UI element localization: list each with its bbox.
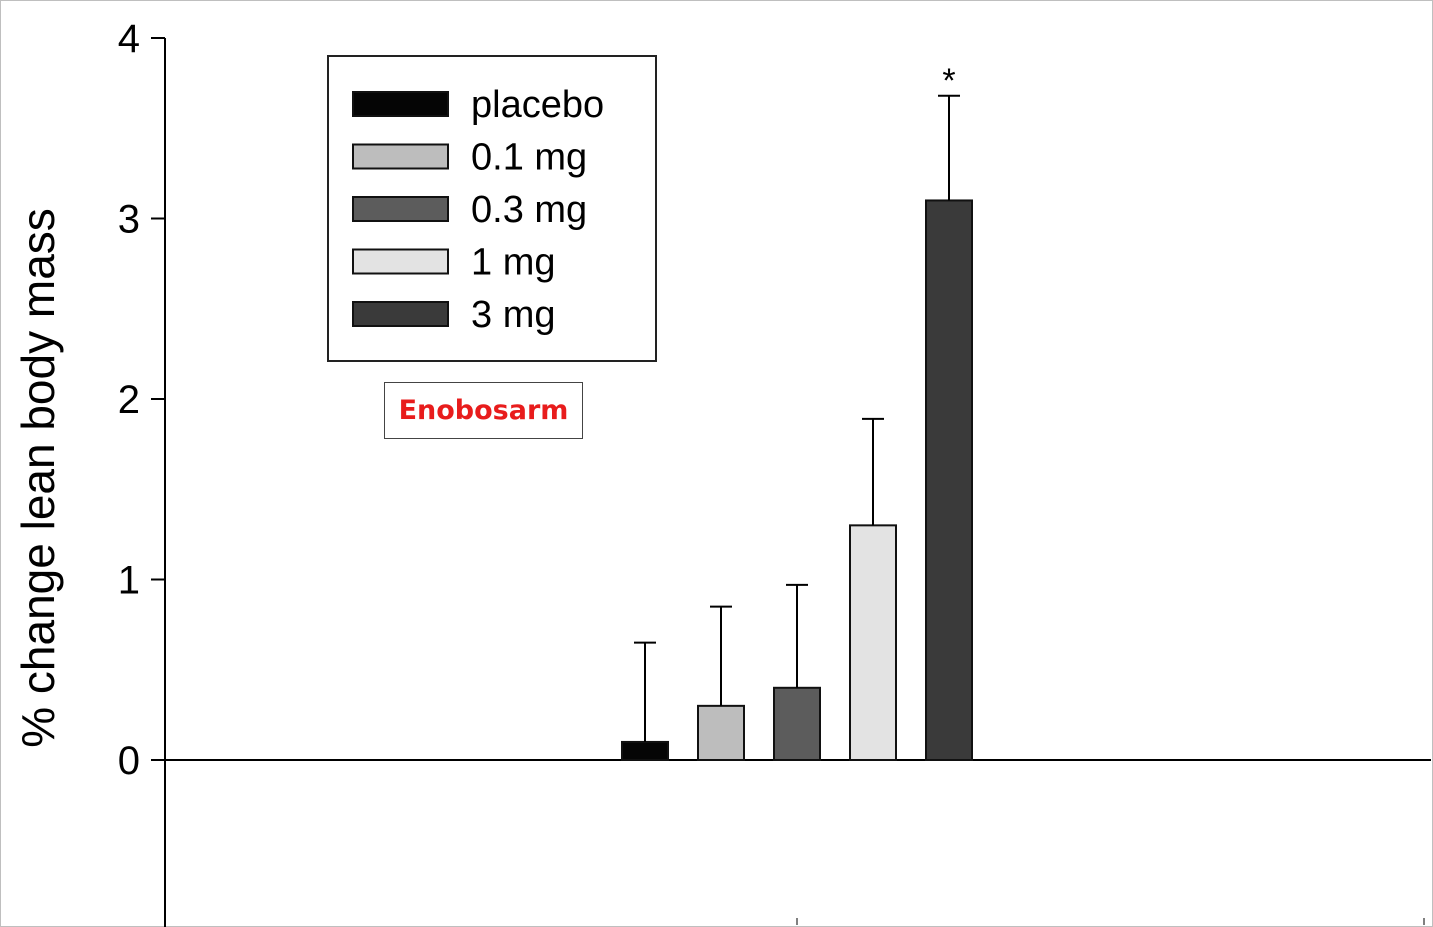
y-tick-label: 1 xyxy=(118,559,140,603)
drug-label: Enobosarm xyxy=(398,395,569,426)
y-tick-label: 4 xyxy=(118,17,140,61)
drug-label-box: Enobosarm xyxy=(384,382,583,439)
legend-swatch xyxy=(352,143,449,170)
legend-swatch xyxy=(352,248,449,275)
y-axis: 0 1 2 3 4 xyxy=(118,17,1431,927)
y-tick-label: 2 xyxy=(118,378,140,422)
bar-3-mg xyxy=(925,199,973,761)
legend-label: 1 mg xyxy=(471,242,555,284)
bar-1-mg xyxy=(849,524,897,761)
legend-label: 0.1 mg xyxy=(471,137,587,179)
legend-label: 0.3 mg xyxy=(471,189,587,231)
legend-label: placebo xyxy=(471,84,604,126)
bar-0.3-mg xyxy=(773,686,821,761)
legend-swatch xyxy=(352,301,449,327)
bar-0.1-mg xyxy=(697,704,745,761)
significance-star: * xyxy=(942,62,955,100)
y-axis-label: % change lean body mass xyxy=(12,208,64,748)
y-tick-label: 3 xyxy=(118,198,140,242)
legend: placebo 0.1 mg 0.3 mg 1 mg 3 mg xyxy=(327,55,657,362)
legend-swatch xyxy=(352,91,449,117)
y-tick-label: 0 xyxy=(118,739,140,783)
legend-swatch xyxy=(352,196,449,222)
bars-group: * xyxy=(621,62,973,762)
legend-label: 3 mg xyxy=(471,294,555,336)
bar-placebo xyxy=(621,740,669,762)
